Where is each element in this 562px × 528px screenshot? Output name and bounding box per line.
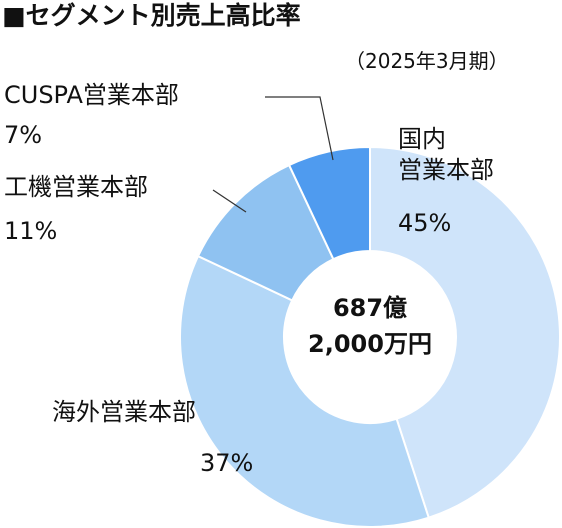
chart-title: ■セグメント別売上高比率 — [2, 1, 301, 30]
segment-label: CUSPA営業本部 — [4, 81, 179, 109]
center-text: 687億 2,000万円 — [308, 294, 432, 358]
donut-segment — [369, 145, 561, 519]
segment-label: 工機営業本部 — [4, 173, 148, 201]
value-label: 11% — [4, 217, 58, 245]
donut-segment — [287, 145, 371, 261]
value-label: 45% — [398, 209, 452, 237]
chart-subtitle: （2025年3月期） — [345, 49, 509, 73]
leader-line — [212, 189, 247, 213]
leader-line — [265, 96, 334, 161]
segment-label: 海外営業本部 — [52, 398, 196, 426]
donut-segment — [179, 254, 430, 528]
segment-label: 国内 営業本部 — [398, 125, 494, 185]
value-label: 37% — [200, 449, 254, 477]
value-label: 7% — [4, 121, 43, 149]
